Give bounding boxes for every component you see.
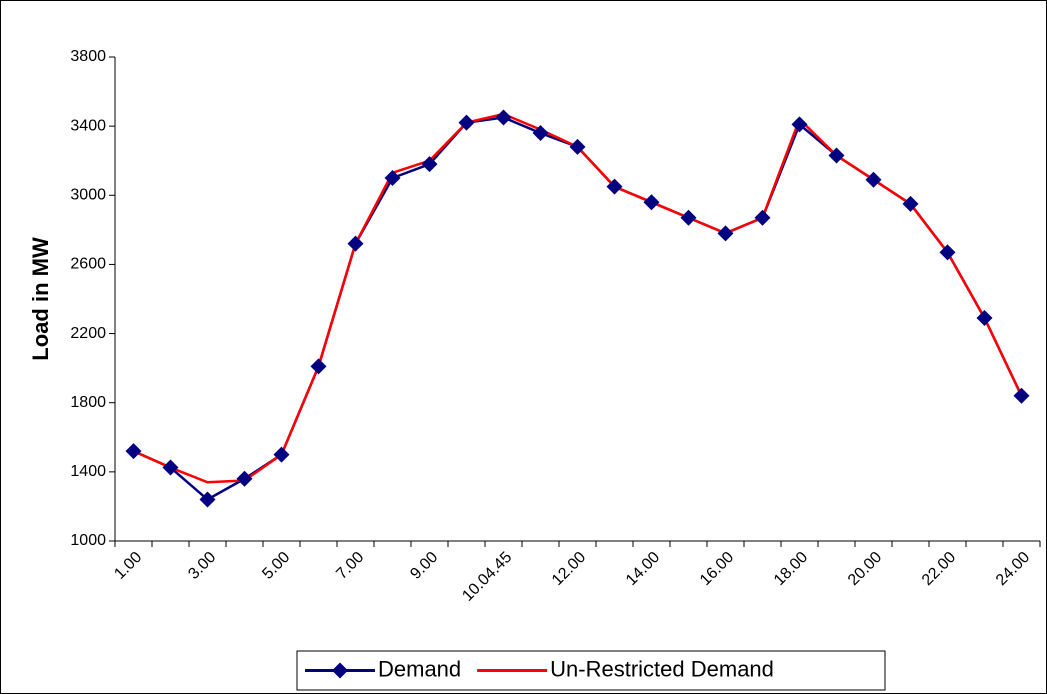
data-point <box>162 459 179 476</box>
legend-marker <box>332 662 348 679</box>
data-point <box>310 358 327 375</box>
data-point <box>791 116 808 133</box>
y-tick-label: 2200 <box>70 325 106 342</box>
data-point <box>680 209 697 226</box>
legend-label: Demand <box>378 656 461 681</box>
data-point <box>384 170 401 186</box>
data-point <box>865 171 882 188</box>
data-point <box>125 443 142 460</box>
data-point <box>643 194 660 211</box>
data-point <box>273 446 290 463</box>
y-tick-label: 3800 <box>70 48 106 65</box>
data-point <box>902 195 919 212</box>
data-point <box>717 225 734 242</box>
y-tick-label: 1400 <box>70 463 106 480</box>
y-tick-label: 3400 <box>70 117 106 134</box>
data-point <box>1013 387 1030 404</box>
data-point <box>347 235 364 252</box>
y-tick-label: 1000 <box>70 532 106 549</box>
data-point <box>976 310 993 327</box>
plot-area <box>115 57 1040 541</box>
y-axis-label: Load in MW <box>28 237 53 361</box>
legend-box <box>296 650 886 691</box>
data-point <box>236 470 253 487</box>
data-point <box>495 109 512 126</box>
data-point <box>421 156 438 173</box>
legend-label: Un-Restricted Demand <box>550 656 774 681</box>
data-point <box>569 138 586 155</box>
data-point <box>939 244 956 261</box>
data-point <box>754 209 771 226</box>
data-point <box>828 147 845 164</box>
y-tick-label: 2600 <box>70 256 106 273</box>
y-tick-label: 3000 <box>70 187 106 204</box>
data-point <box>458 114 475 131</box>
data-point <box>532 125 549 142</box>
y-tick-label: 1800 <box>70 394 106 411</box>
data-point <box>606 178 623 195</box>
data-point <box>199 491 216 508</box>
